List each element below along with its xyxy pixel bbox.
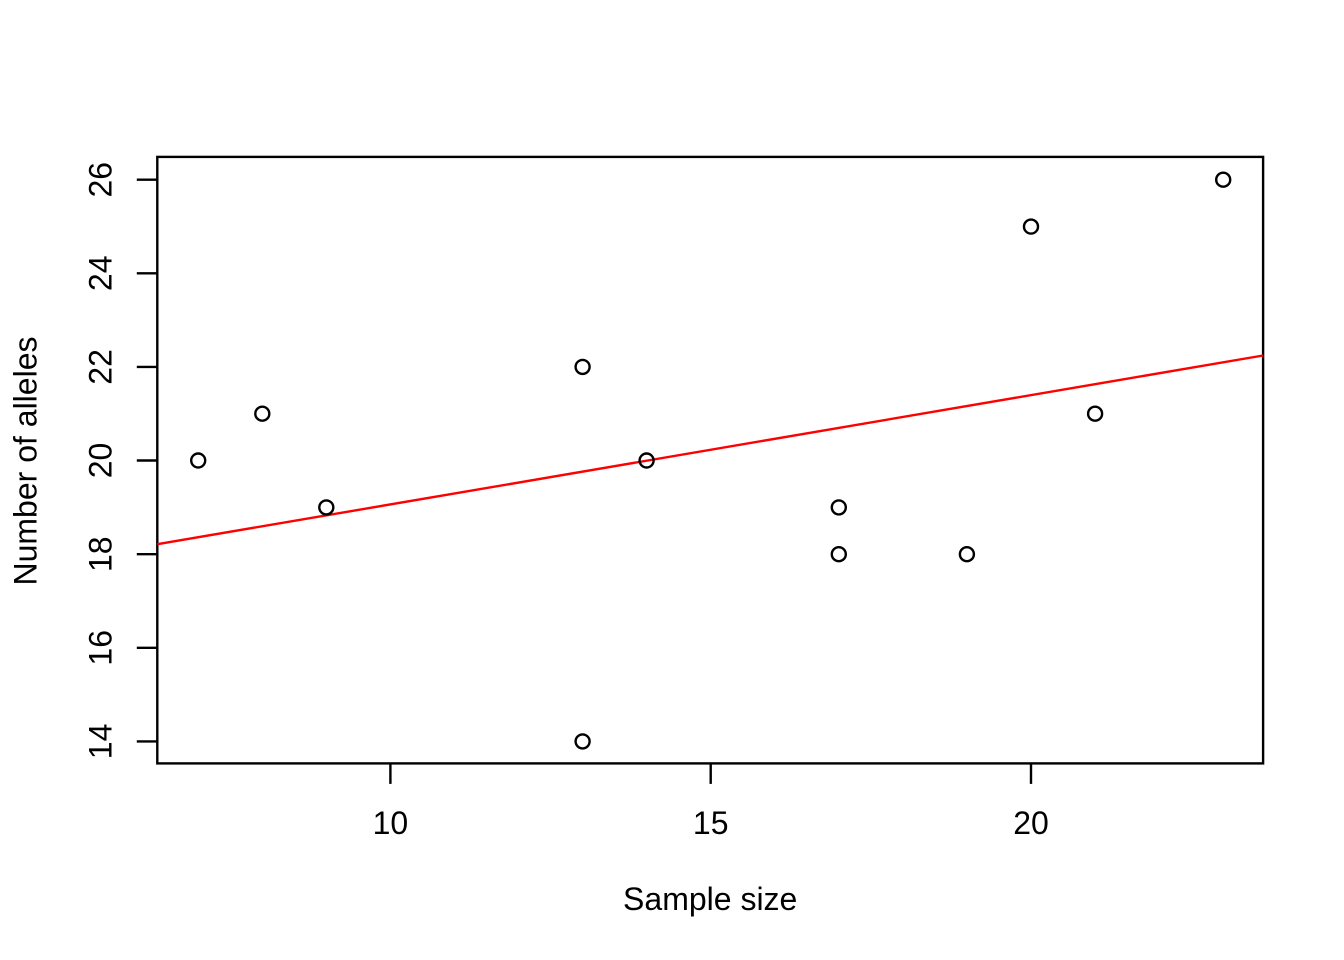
svg-text:26: 26 [83,162,119,198]
svg-text:Sample size: Sample size [623,881,797,917]
svg-text:20: 20 [1013,805,1049,841]
svg-text:18: 18 [83,536,119,572]
svg-text:10: 10 [373,805,409,841]
svg-text:14: 14 [83,724,119,760]
svg-text:15: 15 [693,805,729,841]
svg-text:Number of alleles: Number of alleles [8,337,44,586]
svg-text:16: 16 [83,630,119,666]
svg-text:22: 22 [83,349,119,385]
svg-text:24: 24 [83,256,119,292]
svg-text:20: 20 [83,443,119,479]
